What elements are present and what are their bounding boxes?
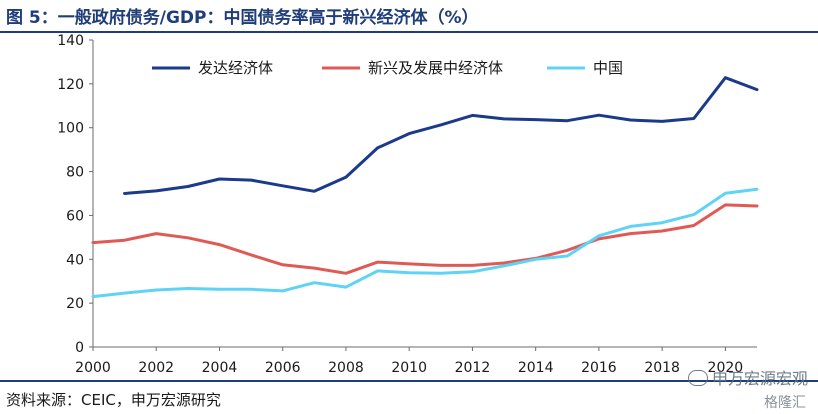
legend-label-1: 新兴及发展中经济体 [368, 59, 503, 77]
y-tick-label: 100 [57, 121, 84, 137]
x-tick-label: 2018 [644, 360, 680, 376]
source-note: 资料来源：CEIC，申万宏源研究 [6, 391, 221, 409]
legend-label-0: 发达经济体 [198, 59, 273, 77]
x-tick-label: 2002 [138, 360, 174, 376]
x-tick-label: 2000 [75, 360, 111, 376]
x-tick-label: 2004 [202, 360, 238, 376]
y-tick-label: 0 [75, 340, 84, 356]
x-tick-label: 2008 [328, 360, 364, 376]
wechat-icon [687, 370, 708, 386]
footer-rule [0, 380, 818, 382]
y-tick-label: 40 [66, 252, 84, 268]
x-tick-label: 2010 [391, 360, 427, 376]
series-lines [91, 76, 759, 299]
legend: 发达经济体 新兴及发展中经济体 中国 [152, 59, 623, 77]
y-tick-label: 140 [57, 33, 84, 49]
x-tick-label: 2012 [455, 360, 491, 376]
figure-title: 图 5：一般政府债务/GDP：中国债务率高于新兴经济体（%） [6, 8, 479, 28]
watermark: 申万宏源宏观 [687, 365, 808, 389]
title-rule [0, 31, 818, 33]
watermark-secondary: 格隆汇 [764, 395, 806, 411]
watermark-text: 申万宏源宏观 [711, 369, 808, 388]
y-tick-label: 20 [66, 296, 84, 312]
x-tick-label: 2016 [581, 360, 617, 376]
series-line-1 [91, 203, 759, 275]
series-line-2 [91, 187, 759, 299]
x-axis-ticks: 2000 2002 2004 2006 2008 2010 2012 2014 2016 2018… [75, 347, 743, 376]
y-tick-label: 120 [57, 77, 84, 93]
y-axis-ticks: 0 20 40 60 80 100 120 140 [57, 33, 93, 356]
x-tick-label: 2020 [708, 360, 744, 376]
legend-label-2: 中国 [593, 59, 623, 77]
series-line-0 [123, 76, 759, 195]
y-tick-label: 60 [66, 208, 84, 224]
x-tick-label: 2006 [265, 360, 301, 376]
y-tick-label: 80 [66, 165, 84, 181]
x-tick-label: 2014 [518, 360, 554, 376]
